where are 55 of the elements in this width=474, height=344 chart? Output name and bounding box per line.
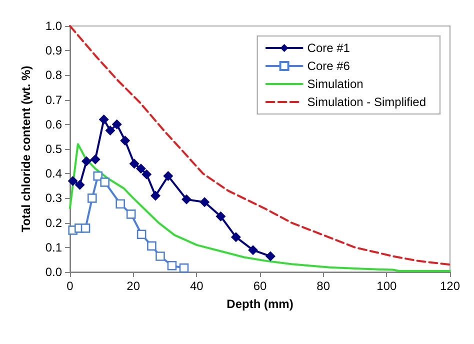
- point: [129, 158, 140, 169]
- point: [248, 245, 258, 256]
- legend-label: Core #1: [307, 41, 350, 55]
- y-tick-label: 0.8: [45, 68, 62, 82]
- point: [80, 224, 90, 233]
- x-tick-label: 60: [253, 279, 267, 293]
- point: [68, 176, 78, 186]
- y-tick-label: 0.0: [45, 265, 62, 279]
- point: [90, 154, 100, 164]
- x-axis-title: Depth (mm): [226, 297, 294, 311]
- point: [179, 263, 189, 273]
- point: [88, 194, 97, 203]
- point: [265, 251, 276, 262]
- point: [126, 210, 136, 219]
- y-tick-label: 0.3: [45, 191, 62, 206]
- y-tick-label: 0.6: [45, 117, 62, 132]
- point: [200, 197, 210, 208]
- point: [93, 171, 103, 181]
- point: [136, 230, 146, 240]
- point: [120, 136, 130, 146]
- legend-label: Simulation - Simplified: [307, 95, 426, 109]
- point: [156, 252, 165, 261]
- x-tick-label: 40: [190, 279, 204, 293]
- point: [81, 156, 92, 166]
- point: [163, 171, 174, 182]
- point: [136, 164, 146, 174]
- point: [150, 190, 160, 201]
- y-tick-label: 0.9: [45, 44, 62, 58]
- y-tick-label: 0.1: [45, 240, 62, 254]
- x-tick-label: 120: [440, 279, 460, 293]
- point: [112, 119, 122, 130]
- x-tick-label: 0: [66, 279, 74, 293]
- point: [142, 169, 152, 180]
- line-series: [69, 25, 451, 266]
- point: [116, 199, 125, 209]
- y-tick-label: 0.5: [45, 142, 62, 156]
- point: [167, 260, 177, 270]
- y-tick-label: 0.7: [45, 92, 62, 107]
- y-axis-title: Total chloride content (wt. %): [19, 66, 33, 232]
- x-tick-label: 80: [316, 279, 330, 293]
- y-tick-label: 0.2: [45, 216, 62, 230]
- point: [216, 211, 226, 222]
- point: [105, 126, 116, 136]
- point: [147, 241, 156, 251]
- point: [98, 114, 109, 124]
- point: [100, 178, 110, 187]
- y-tick-label: 0.4: [45, 166, 62, 181]
- legend-label: Core #6: [307, 59, 350, 73]
- point: [182, 194, 192, 204]
- point: [74, 180, 85, 190]
- legend-label: Simulation: [307, 77, 364, 91]
- y-tick-label: 1.0: [45, 19, 62, 33]
- x-tick-label: 100: [376, 279, 397, 293]
- point: [230, 232, 241, 242]
- x-tick-label: 20: [126, 279, 140, 293]
